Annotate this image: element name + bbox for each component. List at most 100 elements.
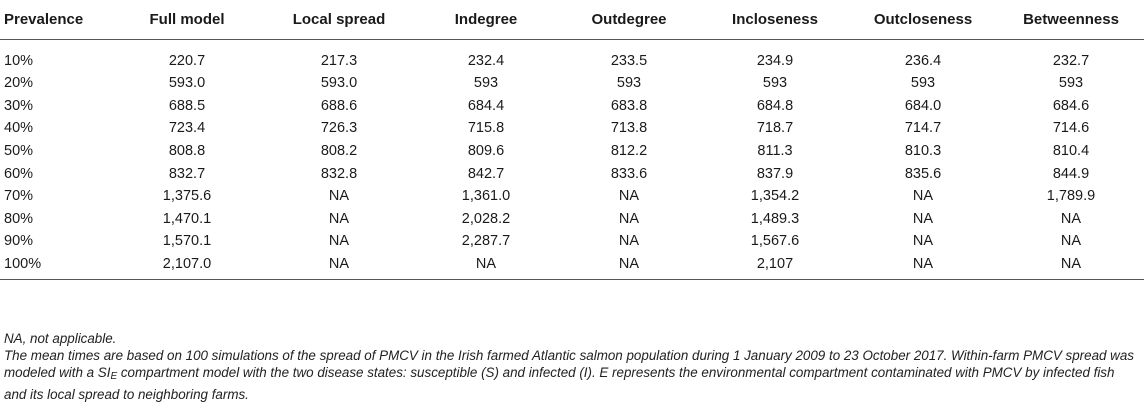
table-row: 30% 688.5 688.6 684.4 683.8 684.8 684.0 684.6 [0,95,1144,118]
value-cell: NA [998,252,1144,281]
value-cell: 684.0 [904,97,942,114]
value-cell: 832.7 [168,165,206,182]
prevalence-cell: 40% [4,120,34,137]
value-cell: 684.8 [756,97,794,114]
value-cell: 718.7 [756,120,794,137]
table-row: 50% 808.8 808.2 809.6 812.2 811.3 810.3 810.4 [0,140,1144,163]
table-row: 70% 1,375.6 NA 1,361.0 NA 1,354.2 NA 1,789.9 [0,185,1144,208]
header-row: Prevalence Full model Local spread Indeg… [0,0,1144,40]
abbreviation-note: NA, not applicable. [4,331,117,346]
value-cell: NA [328,210,350,227]
results-table: Prevalence Full model Local spread Indeg… [0,0,1144,281]
value-cell: 233.5 [610,53,648,69]
value-cell: 1,354.2 [750,188,800,205]
prevalence-cell: 30% [4,97,34,114]
value-cell: 220.7 [168,53,206,69]
value-cell: 837.9 [756,165,794,182]
value-cell: NA [848,252,998,281]
value-cell: 726.3 [320,120,358,137]
value-cell: 2,287.7 [461,233,511,250]
value-cell: 844.9 [1052,165,1090,182]
value-cell: 713.8 [610,120,648,137]
prevalence-cell: 90% [4,233,34,250]
value-cell: 684.4 [467,97,505,114]
value-cell: 1,470.1 [162,210,212,227]
value-cell: 812.2 [610,143,648,160]
col-header-outdegree: Outdegree [556,0,702,40]
value-cell: 2,107 [702,252,848,281]
value-cell: NA [618,233,640,250]
col-header-incloseness: Incloseness [702,0,848,40]
prevalence-cell: 10% [4,53,34,69]
value-cell: 234.9 [756,53,794,69]
prevalence-cell: 80% [4,210,34,227]
methods-note: The mean times are based on 100 simulati… [4,347,1140,403]
col-header-full-model: Full model [112,0,262,40]
table-row: 40% 723.4 726.3 715.8 713.8 718.7 714.7 714.6 [0,117,1144,140]
value-cell: NA [618,210,640,227]
value-cell: 593 [762,75,788,92]
value-cell: 236.4 [904,53,942,69]
value-cell: NA [912,188,934,205]
value-cell: 835.6 [904,165,942,182]
value-cell: NA [262,252,416,281]
prevalence-cell: 100% [0,252,112,281]
table-row: 20% 593.0 593.0 593 593 593 593 593 [0,72,1144,95]
value-cell: 1,789.9 [1046,188,1096,205]
value-cell: NA [1060,210,1082,227]
value-cell: 833.6 [610,165,648,182]
value-cell: 809.6 [467,143,505,160]
prevalence-cell: 60% [4,165,34,182]
value-cell: NA [912,233,934,250]
value-cell: 688.5 [168,97,206,114]
value-cell: 2,028.2 [461,210,511,227]
value-cell: NA [1060,233,1082,250]
value-cell: NA [556,252,702,281]
value-cell: NA [328,233,350,250]
prevalence-cell: 70% [4,188,34,205]
value-cell: 232.4 [467,53,505,69]
table-row: 100% 2,107.0 NA NA NA 2,107 NA NA [0,252,1144,281]
table-row: 10% 220.7 217.3 232.4 233.5 234.9 236.4 232.7 [0,40,1144,73]
value-cell: 715.8 [467,120,505,137]
col-header-indegree: Indegree [416,0,556,40]
value-cell: 217.3 [320,53,358,69]
value-cell: 232.7 [1052,53,1090,69]
value-cell: 1,489.3 [750,210,800,227]
value-cell: 593 [616,75,642,92]
value-cell: 2,107.0 [112,252,262,281]
value-cell: 714.6 [1052,120,1090,137]
value-cell: 593 [910,75,936,92]
prevalence-cell: 50% [4,143,34,160]
value-cell: 1,567.6 [750,233,800,250]
col-header-betweenness: Betweenness [998,0,1144,40]
table-notes: NA, not applicable. The mean times are b… [4,330,1140,403]
prevalence-cell: 20% [4,75,34,92]
value-cell: 593.0 [320,75,358,92]
value-cell: 714.7 [904,120,942,137]
value-cell: 810.4 [1052,143,1090,160]
value-cell: NA [912,210,934,227]
value-cell: 811.3 [757,143,793,160]
value-cell: NA [416,252,556,281]
value-cell: 683.8 [610,97,648,114]
table-row: 60% 832.7 832.8 842.7 833.6 837.9 835.6 844.9 [0,162,1144,185]
col-header-outcloseness: Outcloseness [848,0,998,40]
value-cell: 684.6 [1052,97,1090,114]
value-cell: 688.6 [320,97,358,114]
table-row: 90% 1,570.1 NA 2,287.7 NA 1,567.6 NA NA [0,230,1144,253]
col-header-prevalence: Prevalence [0,0,112,40]
value-cell: NA [618,188,640,205]
value-cell: 1,570.1 [162,233,212,250]
methods-note-part1: The mean times are based on 100 simulati… [4,348,1134,381]
value-cell: 723.4 [168,120,206,137]
value-cell: 810.3 [904,143,942,160]
value-cell: 808.8 [168,143,206,160]
subscript-e: E [110,371,118,383]
value-cell: 593 [1058,75,1084,92]
value-cell: NA [328,188,350,205]
value-cell: 593 [473,75,499,92]
value-cell: 1,361.0 [461,188,511,205]
table-row: 80% 1,470.1 NA 2,028.2 NA 1,489.3 NA NA [0,208,1144,231]
